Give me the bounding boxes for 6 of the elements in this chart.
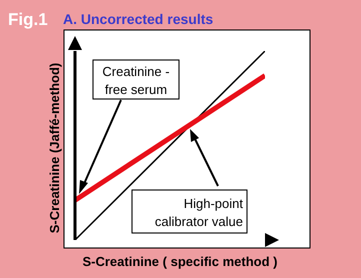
y-axis-title: S-Creatinine (Jaffé-method)	[47, 62, 62, 234]
x-axis-title: S-Creatinine ( specific method )	[82, 254, 278, 269]
annotation: Creatinine - free serum	[102, 64, 170, 97]
chart-title: A. Uncorrected results	[63, 11, 214, 27]
annotation: High-point calibrator value	[154, 196, 244, 229]
caption: Fig.1	[8, 10, 48, 29]
